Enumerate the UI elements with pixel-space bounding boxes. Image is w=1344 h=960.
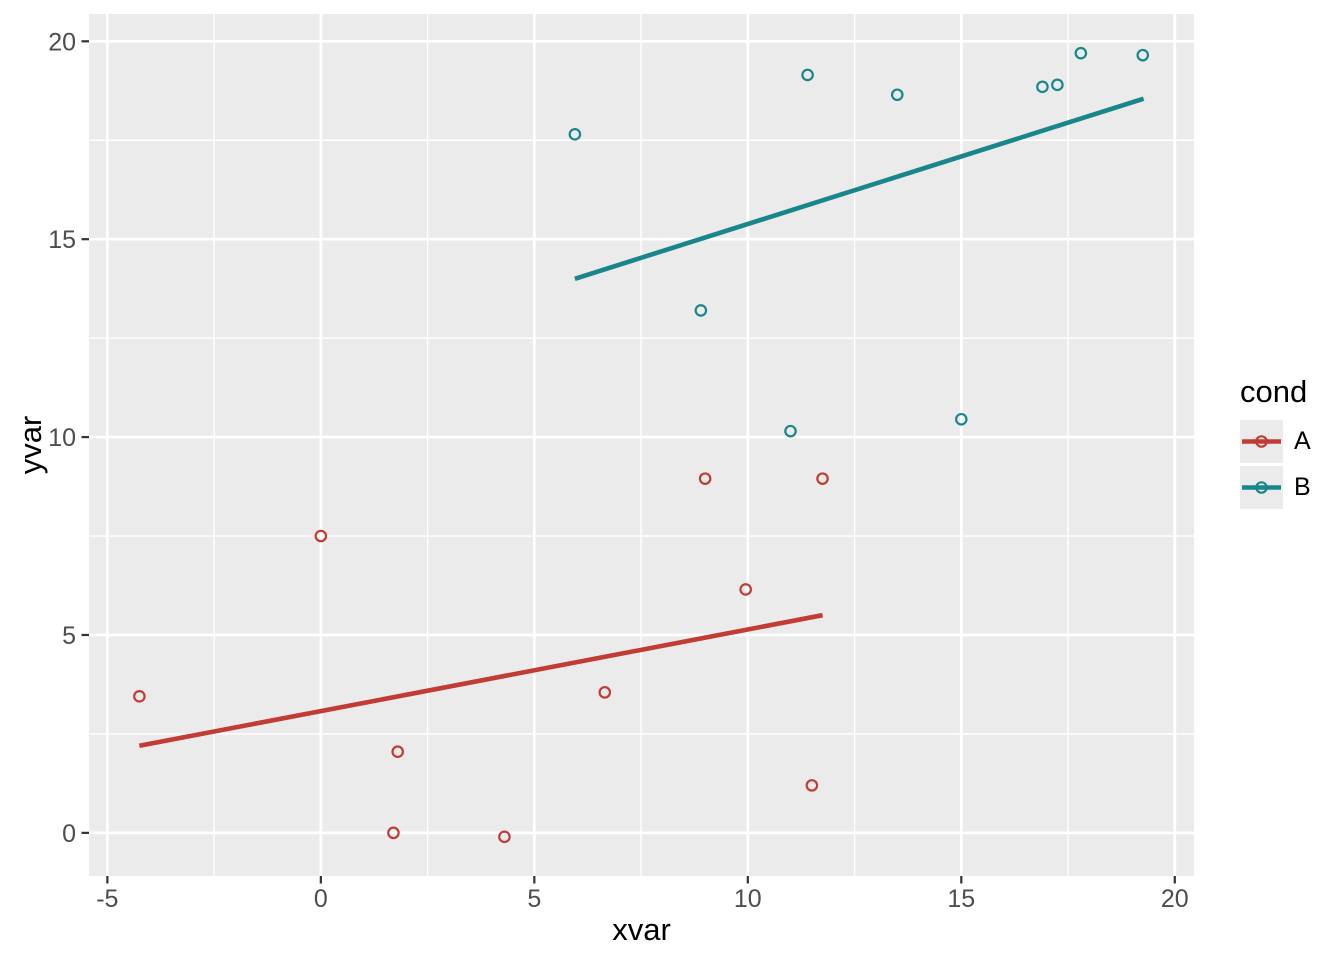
y-axis-title: yvar (13, 415, 48, 475)
x-tick-label: 20 (1161, 885, 1189, 913)
x-tick-label: 15 (947, 885, 975, 913)
legend-glyph-box-a (1240, 420, 1283, 463)
data-point-B (568, 128, 582, 141)
data-point-B (1051, 78, 1064, 92)
x-tick-label: 10 (734, 885, 762, 913)
data-point-A (314, 529, 328, 543)
x-tick-label: -5 (96, 885, 118, 913)
data-point-A (698, 472, 712, 485)
y-tick-label: 15 (48, 226, 76, 254)
data-point-A (133, 690, 146, 703)
data-point-B (890, 88, 904, 102)
legend-point-icon-a (1255, 435, 1268, 448)
legend: cond A B (1240, 374, 1311, 512)
data-point-A (739, 583, 752, 596)
x-tick-label: 5 (527, 885, 541, 913)
data-point-B (1136, 48, 1150, 62)
legend-glyph-b (1242, 481, 1281, 494)
legend-title: cond (1240, 374, 1308, 409)
legend-glyph-a (1242, 435, 1281, 448)
data-point-B (1036, 80, 1049, 94)
y-tick-label: 0 (62, 820, 76, 848)
data-point-A (816, 472, 829, 485)
data-point-A (387, 826, 400, 840)
data-point-A (498, 830, 511, 844)
y-tick-label: 20 (48, 28, 76, 56)
data-point-B (1074, 46, 1088, 60)
legend-label-b: B (1294, 473, 1311, 501)
data-point-B (801, 68, 814, 82)
x-tick-label: 0 (314, 885, 328, 913)
x-axis-title: xvar (612, 912, 671, 947)
data-point-B (784, 424, 797, 438)
legend-key-b: B (1240, 466, 1311, 509)
regression-line-B (574, 96, 1145, 281)
y-tick-label: 5 (62, 622, 76, 650)
data-point-B (694, 304, 708, 317)
data-point-A (391, 745, 404, 759)
data-point-B (955, 412, 968, 426)
legend-label-a: A (1294, 427, 1311, 455)
legend-key-a: A (1240, 420, 1311, 463)
regression-line-A (138, 612, 823, 749)
y-tick-label: 10 (48, 424, 76, 452)
data-point-A (598, 686, 612, 699)
legend-point-icon-b (1255, 481, 1268, 494)
legend-glyph-box-b (1240, 466, 1283, 509)
data-point-A (805, 779, 819, 792)
